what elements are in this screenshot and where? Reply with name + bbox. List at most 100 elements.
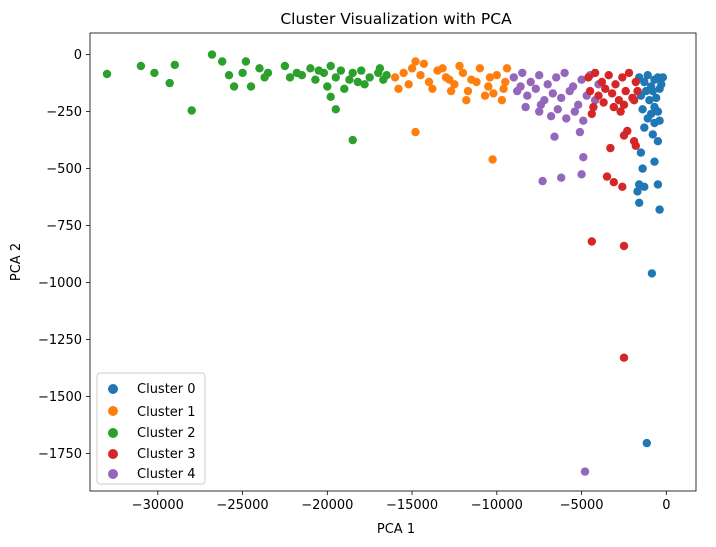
legend-label-cluster-3: Cluster 3	[137, 447, 196, 462]
data-point	[577, 170, 586, 179]
plot-points	[102, 50, 668, 476]
data-point	[574, 100, 583, 110]
y-tick-label: −1250	[38, 333, 82, 348]
data-point	[357, 66, 366, 75]
data-point	[607, 89, 617, 98]
data-point	[616, 107, 625, 116]
data-point	[640, 182, 649, 191]
data-point	[570, 107, 579, 116]
data-point	[446, 86, 456, 96]
data-point	[438, 64, 447, 73]
y-tick-label: −1750	[38, 447, 82, 462]
data-point	[548, 89, 557, 98]
data-point	[394, 84, 403, 94]
legend-marker-cluster-3	[108, 449, 118, 459]
data-point	[419, 59, 429, 68]
data-point	[577, 75, 586, 84]
data-point	[170, 60, 179, 70]
data-point	[638, 164, 647, 173]
series-cluster-0	[633, 71, 668, 448]
data-point	[643, 114, 652, 123]
data-point	[636, 148, 646, 157]
data-point	[218, 57, 227, 66]
data-point	[647, 269, 657, 278]
data-point	[424, 77, 434, 87]
data-point	[102, 69, 112, 79]
data-point	[611, 80, 620, 89]
y-tick-label: −750	[46, 219, 82, 234]
data-point	[428, 84, 437, 94]
y-axis: 0 −250 −500 −750 −1000 −1250 −1500 −1750	[38, 48, 90, 462]
data-point	[407, 64, 417, 73]
data-point	[648, 130, 657, 139]
data-point	[648, 86, 657, 96]
data-point	[480, 91, 490, 100]
data-point	[404, 80, 413, 89]
series-cluster-4	[509, 68, 603, 476]
x-tick-label: 0	[662, 498, 670, 513]
data-point	[609, 102, 618, 112]
data-point	[585, 86, 595, 96]
data-point	[601, 84, 610, 94]
x-tick-label: −15000	[386, 498, 438, 513]
x-axis: −30000 −25000 −20000 −15000 −10000 −5000 0	[132, 491, 670, 513]
data-point	[326, 92, 335, 102]
data-point	[462, 96, 471, 105]
y-tick-label: −1000	[38, 276, 82, 291]
data-point	[280, 61, 290, 71]
data-point	[633, 86, 642, 96]
data-point	[653, 180, 663, 189]
legend-label-cluster-1: Cluster 1	[137, 405, 196, 420]
data-point	[207, 50, 217, 59]
data-point	[150, 68, 159, 78]
data-point	[602, 172, 612, 181]
data-point	[640, 77, 649, 87]
data-point	[631, 141, 640, 150]
data-point	[565, 86, 574, 96]
data-point	[609, 178, 618, 187]
y-axis-label: PCA 2	[9, 243, 24, 281]
data-point	[187, 106, 196, 115]
x-tick-label: −20000	[301, 498, 353, 513]
data-point	[597, 77, 607, 87]
data-point	[553, 105, 562, 114]
data-point	[488, 155, 497, 164]
data-point	[589, 102, 598, 112]
data-point	[546, 112, 556, 121]
data-point	[224, 71, 234, 80]
data-point	[499, 84, 508, 94]
data-point	[655, 205, 664, 214]
data-point	[631, 77, 640, 87]
data-point	[455, 61, 464, 71]
data-point	[311, 75, 320, 84]
data-point	[336, 66, 346, 75]
data-point	[587, 237, 596, 246]
data-point	[650, 157, 659, 166]
data-point	[472, 77, 481, 87]
data-point	[165, 78, 174, 88]
data-point	[535, 71, 544, 80]
data-point	[365, 73, 374, 82]
data-point	[485, 73, 495, 82]
data-point	[353, 77, 362, 87]
data-point	[297, 71, 307, 80]
data-point	[416, 71, 425, 80]
data-point	[246, 82, 256, 91]
data-point	[492, 71, 501, 80]
legend-marker-cluster-1	[108, 406, 118, 416]
data-point	[618, 182, 627, 191]
chart-title: Cluster Visualization with PCA	[280, 10, 512, 28]
data-point	[606, 143, 615, 153]
data-point	[604, 71, 613, 80]
data-point	[560, 68, 569, 78]
data-point	[502, 64, 512, 73]
data-point	[263, 68, 273, 78]
data-point	[552, 73, 561, 82]
data-point	[136, 61, 146, 71]
data-point	[345, 75, 354, 84]
legend-label-cluster-4: Cluster 4	[137, 467, 196, 482]
legend-label-cluster-0: Cluster 0	[137, 382, 196, 397]
y-tick-label: 0	[74, 48, 82, 63]
series-cluster-2	[102, 50, 391, 145]
